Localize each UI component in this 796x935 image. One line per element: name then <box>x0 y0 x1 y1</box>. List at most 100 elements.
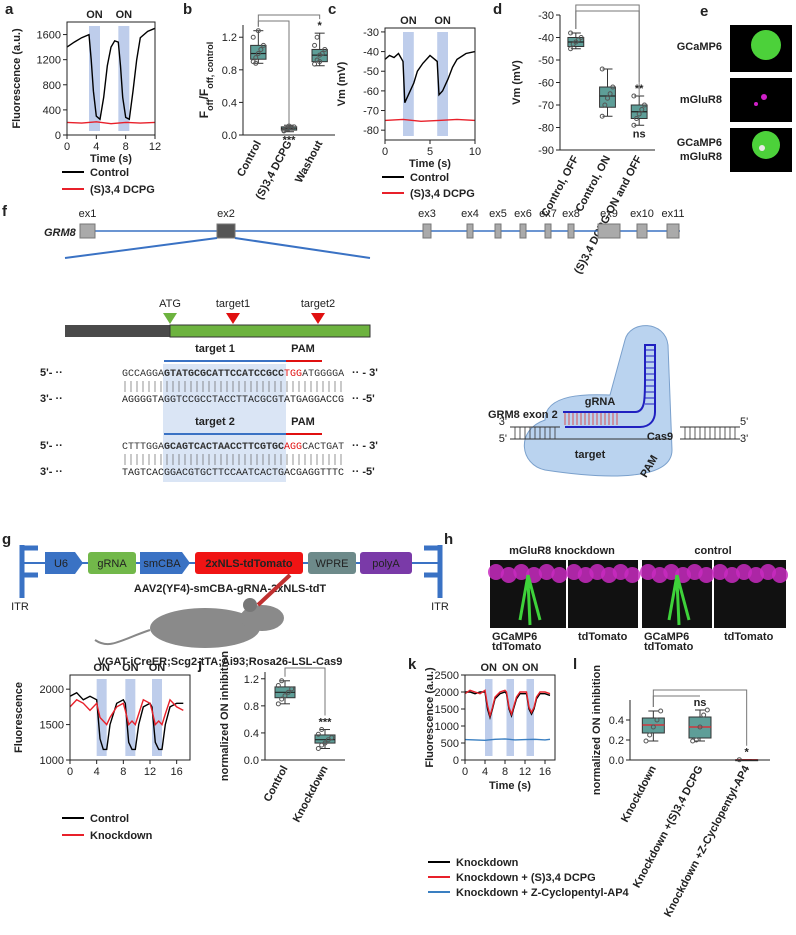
itr <box>19 545 38 598</box>
label: U6 <box>54 558 68 570</box>
itr <box>424 545 443 598</box>
label: f <box>2 203 8 220</box>
sequence-part: GCAGTCACTAACCTTCGTGC <box>164 442 284 453</box>
label: 3'- ·· <box>40 393 63 405</box>
data-point <box>253 55 259 61</box>
label: tdTomato <box>644 641 694 653</box>
data-point <box>289 686 295 692</box>
label: VGAT-iCreER;Scg2-tTA;Ai93;Rosa26-LSL-Cas… <box>98 656 343 668</box>
data-point <box>319 51 325 57</box>
cas9-body <box>523 325 673 477</box>
legend-label: (S)3,4 DCPG <box>410 188 475 200</box>
x-tick-label: 12 <box>144 766 156 778</box>
x-tick-label: 16 <box>171 766 183 778</box>
significance: *** <box>319 717 333 729</box>
legend-label: Control <box>410 172 449 184</box>
legend-label: Control <box>90 813 129 825</box>
label: ex5 <box>489 208 507 220</box>
data-point <box>260 42 266 48</box>
data-point <box>258 46 264 52</box>
label: Vm (mV) <box>336 61 348 106</box>
label: ex11 <box>661 208 684 220</box>
box <box>314 734 336 744</box>
data-point <box>697 724 703 730</box>
data-point <box>291 124 297 130</box>
label: j <box>197 656 202 673</box>
label: 5'- ·· <box>40 367 63 379</box>
data-point <box>701 712 707 718</box>
dendrites <box>518 574 542 626</box>
y-tick-label: 1.2 <box>244 674 259 686</box>
data-point <box>639 107 645 112</box>
y-tick-label: 800 <box>43 80 61 92</box>
x-tick-label: 0 <box>462 766 468 778</box>
legend-label: Knockdown + (S)3,4 DCPG <box>456 872 596 884</box>
label: GCaMP6 <box>492 631 537 643</box>
y-tick-label: 0.2 <box>609 735 624 747</box>
label: ITR <box>431 601 449 613</box>
y-tick-label: 2000 <box>435 687 459 699</box>
y-tick-label: -30 <box>363 27 379 39</box>
label: target <box>575 449 606 461</box>
label: Time (s) <box>90 153 132 165</box>
label: 5'- ·· <box>40 440 63 452</box>
x-tick-label: 0 <box>64 141 70 153</box>
data-point <box>643 738 649 744</box>
sequence: CTTTGGAGCAGTCACTAACCTTCGTGCAGGCACTGAT <box>122 442 344 453</box>
plot-frame <box>69 674 191 761</box>
data-point <box>319 727 325 733</box>
on-period <box>437 32 448 136</box>
label: target1 <box>216 298 250 310</box>
data-point <box>312 42 318 48</box>
data-point <box>636 111 642 117</box>
data-point <box>647 732 653 738</box>
label: ·· -5' <box>352 466 375 478</box>
label: GCaMP6 <box>677 41 722 53</box>
data-point <box>286 125 292 131</box>
mouse-body <box>150 608 260 648</box>
y-tick-label: -50 <box>538 55 554 67</box>
on-label: ON <box>122 662 139 674</box>
x-tick-label: 4 <box>93 141 99 153</box>
bracket <box>284 667 326 716</box>
data-point <box>631 122 637 128</box>
label: gRNA <box>585 396 616 408</box>
label: mGluR8 <box>680 94 722 106</box>
data-point <box>641 102 647 108</box>
label: 3'- ·· <box>40 466 63 478</box>
nucleus <box>624 567 641 583</box>
category-label: Washout <box>293 138 325 185</box>
label: normalized ON inhibition <box>591 665 603 795</box>
label: WPRE <box>316 558 349 570</box>
nucleus <box>698 567 715 583</box>
mouse-ear <box>243 598 257 612</box>
data-point <box>568 46 574 52</box>
label: ATG <box>159 298 181 310</box>
element <box>88 552 136 574</box>
on-label: ON <box>400 15 417 27</box>
cell <box>752 131 780 159</box>
data-point <box>315 745 321 751</box>
atg-marker <box>163 313 177 324</box>
data-point <box>599 113 605 119</box>
exon <box>216 223 236 239</box>
label: ex4 <box>461 208 479 220</box>
bracket <box>575 4 640 96</box>
data-point <box>610 84 616 90</box>
zoom-lines <box>64 237 371 259</box>
on-period <box>125 679 136 756</box>
on-label: ON <box>86 9 103 21</box>
y-axis-label-part: off, control <box>205 42 215 89</box>
category-label: Control <box>262 764 291 804</box>
label: 5' <box>499 433 507 445</box>
element <box>195 552 303 574</box>
label: g <box>2 531 11 548</box>
category-label: Knockdown +Z-Cyclopentyl-AP4 <box>662 763 753 919</box>
data-point <box>322 46 328 52</box>
sequence-part: GTATGCGCATTCCATCCGCC <box>164 369 284 380</box>
legend-label: Knockdown + Z-Cyclopentyl-AP4 <box>456 887 630 899</box>
label: Fluorescence (a.u.) <box>424 667 436 768</box>
trace <box>384 118 476 123</box>
label: l <box>573 656 577 673</box>
exon <box>636 223 648 239</box>
